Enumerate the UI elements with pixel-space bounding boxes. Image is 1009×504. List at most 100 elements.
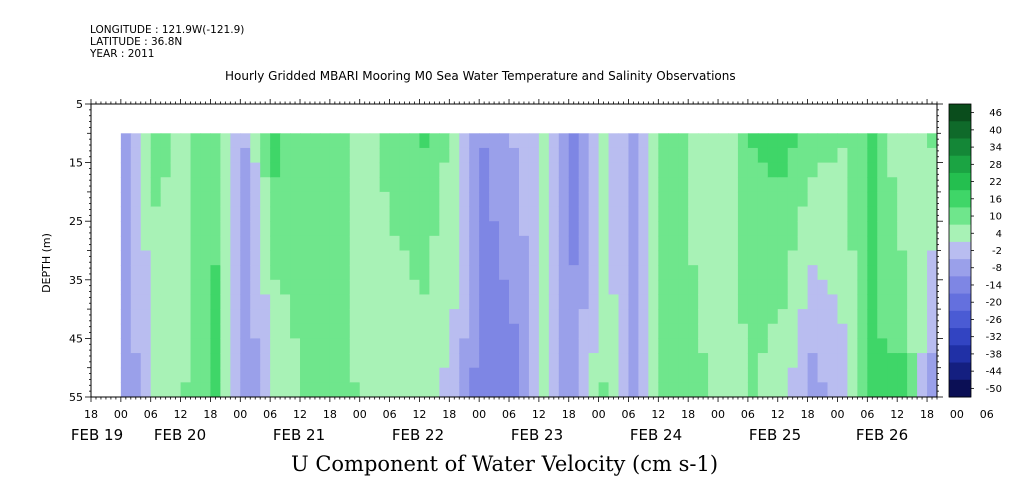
heatmap-cell	[678, 177, 689, 193]
heatmap-cell	[558, 382, 570, 397]
heatmap-cell	[489, 147, 500, 164]
heatmap-cell	[837, 147, 849, 164]
heatmap-cell	[150, 191, 162, 208]
heatmap-cell	[280, 191, 291, 208]
heatmap-cell	[230, 309, 241, 325]
heatmap-cell	[329, 235, 341, 252]
heatmap-cell	[389, 353, 401, 369]
heatmap-cell	[160, 338, 172, 354]
heatmap-cell	[877, 309, 888, 325]
heatmap-cell	[499, 279, 510, 296]
heatmap-cell	[658, 177, 669, 193]
heatmap-cell	[379, 294, 391, 310]
heatmap-cell	[887, 221, 898, 237]
heatmap-cell	[528, 191, 540, 208]
heatmap-cell	[598, 265, 610, 281]
heatmap-cell	[260, 294, 271, 310]
heatmap-cell	[329, 162, 341, 178]
heatmap-cell	[578, 367, 590, 383]
heatmap-cell	[170, 162, 182, 178]
heatmap-cell	[727, 265, 739, 281]
heatmap-cell	[548, 338, 560, 354]
heatmap-cell	[847, 133, 858, 149]
heatmap-cell	[678, 353, 689, 369]
heatmap-cell	[130, 162, 142, 178]
heatmap-cell	[867, 162, 878, 178]
heatmap-cell	[897, 221, 908, 237]
heatmap-cell	[747, 338, 759, 354]
heatmap-cell	[200, 382, 212, 397]
heatmap-cell	[319, 191, 331, 208]
heatmap-cell	[737, 250, 749, 266]
heatmap-cell	[857, 191, 868, 208]
heatmap-cell	[499, 367, 510, 383]
heatmap-cell	[747, 309, 759, 325]
heatmap-cell	[210, 338, 221, 354]
colorbar-label: 4	[996, 229, 1002, 240]
heatmap-cell	[588, 367, 600, 383]
heatmap-cell	[499, 206, 510, 222]
heatmap-cell	[668, 147, 679, 164]
heatmap-cell	[399, 323, 411, 339]
heatmap-cell	[130, 353, 142, 369]
heatmap-cell	[648, 382, 659, 397]
heatmap-cell	[479, 191, 490, 208]
heatmap-cell	[309, 206, 321, 222]
heatmap-cell	[737, 338, 749, 354]
heatmap-cell	[200, 235, 212, 252]
heatmap-cell	[727, 206, 739, 222]
heatmap-cell	[230, 162, 241, 178]
heatmap-cell	[568, 191, 580, 208]
heatmap-cell	[797, 250, 809, 266]
heatmap-cell	[857, 221, 868, 237]
heatmap-cell	[538, 191, 550, 208]
heatmap-cell	[588, 294, 600, 310]
heatmap-cell	[718, 133, 729, 149]
heatmap-cell	[668, 133, 679, 149]
heatmap-cell	[847, 250, 858, 266]
heatmap-cell	[747, 367, 759, 383]
heatmap-cell	[548, 294, 560, 310]
heatmap-cell	[827, 323, 839, 339]
heatmap-cell	[230, 367, 241, 383]
y-tick-label: 15	[69, 157, 83, 170]
heatmap-cell	[708, 206, 719, 222]
heatmap-cell	[499, 294, 510, 310]
heatmap-cell	[588, 323, 600, 339]
heatmap-cell	[638, 206, 649, 222]
heatmap-cell	[807, 367, 819, 383]
heatmap-cell	[548, 323, 560, 339]
heatmap-cell	[120, 206, 132, 222]
heatmap-cell	[907, 162, 918, 178]
heatmap-cell	[240, 323, 251, 339]
heatmap-cell	[907, 279, 918, 296]
heatmap-cell	[329, 221, 341, 237]
heatmap-cell	[260, 235, 271, 252]
heatmap-cell	[548, 353, 560, 369]
heatmap-cell	[170, 265, 182, 281]
heatmap-cell	[927, 265, 937, 281]
heatmap-cell	[419, 279, 430, 296]
heatmap-cell	[528, 294, 540, 310]
heatmap-cell	[548, 382, 560, 397]
heatmap-cell	[847, 279, 858, 296]
y-tick-label: 25	[69, 215, 83, 228]
heatmap-cell	[837, 206, 849, 222]
heatmap-cell	[359, 191, 371, 208]
heatmap-cell	[230, 206, 241, 222]
heatmap-cell	[499, 265, 510, 281]
heatmap-cell	[658, 279, 669, 296]
heatmap-cell	[409, 250, 421, 266]
heatmap-cell	[608, 294, 620, 310]
heatmap-cell	[688, 265, 699, 281]
heatmap-cell	[867, 191, 878, 208]
heatmap-cell	[917, 206, 928, 222]
heatmap-cell	[518, 235, 530, 252]
heatmap-cell	[767, 133, 779, 149]
heatmap-cell	[250, 323, 261, 339]
heatmap-cell	[937, 133, 948, 148]
heatmap-cell	[240, 221, 251, 237]
heatmap-cell	[927, 162, 937, 178]
heatmap-cell	[827, 191, 839, 208]
heatmap-cell	[658, 265, 669, 281]
